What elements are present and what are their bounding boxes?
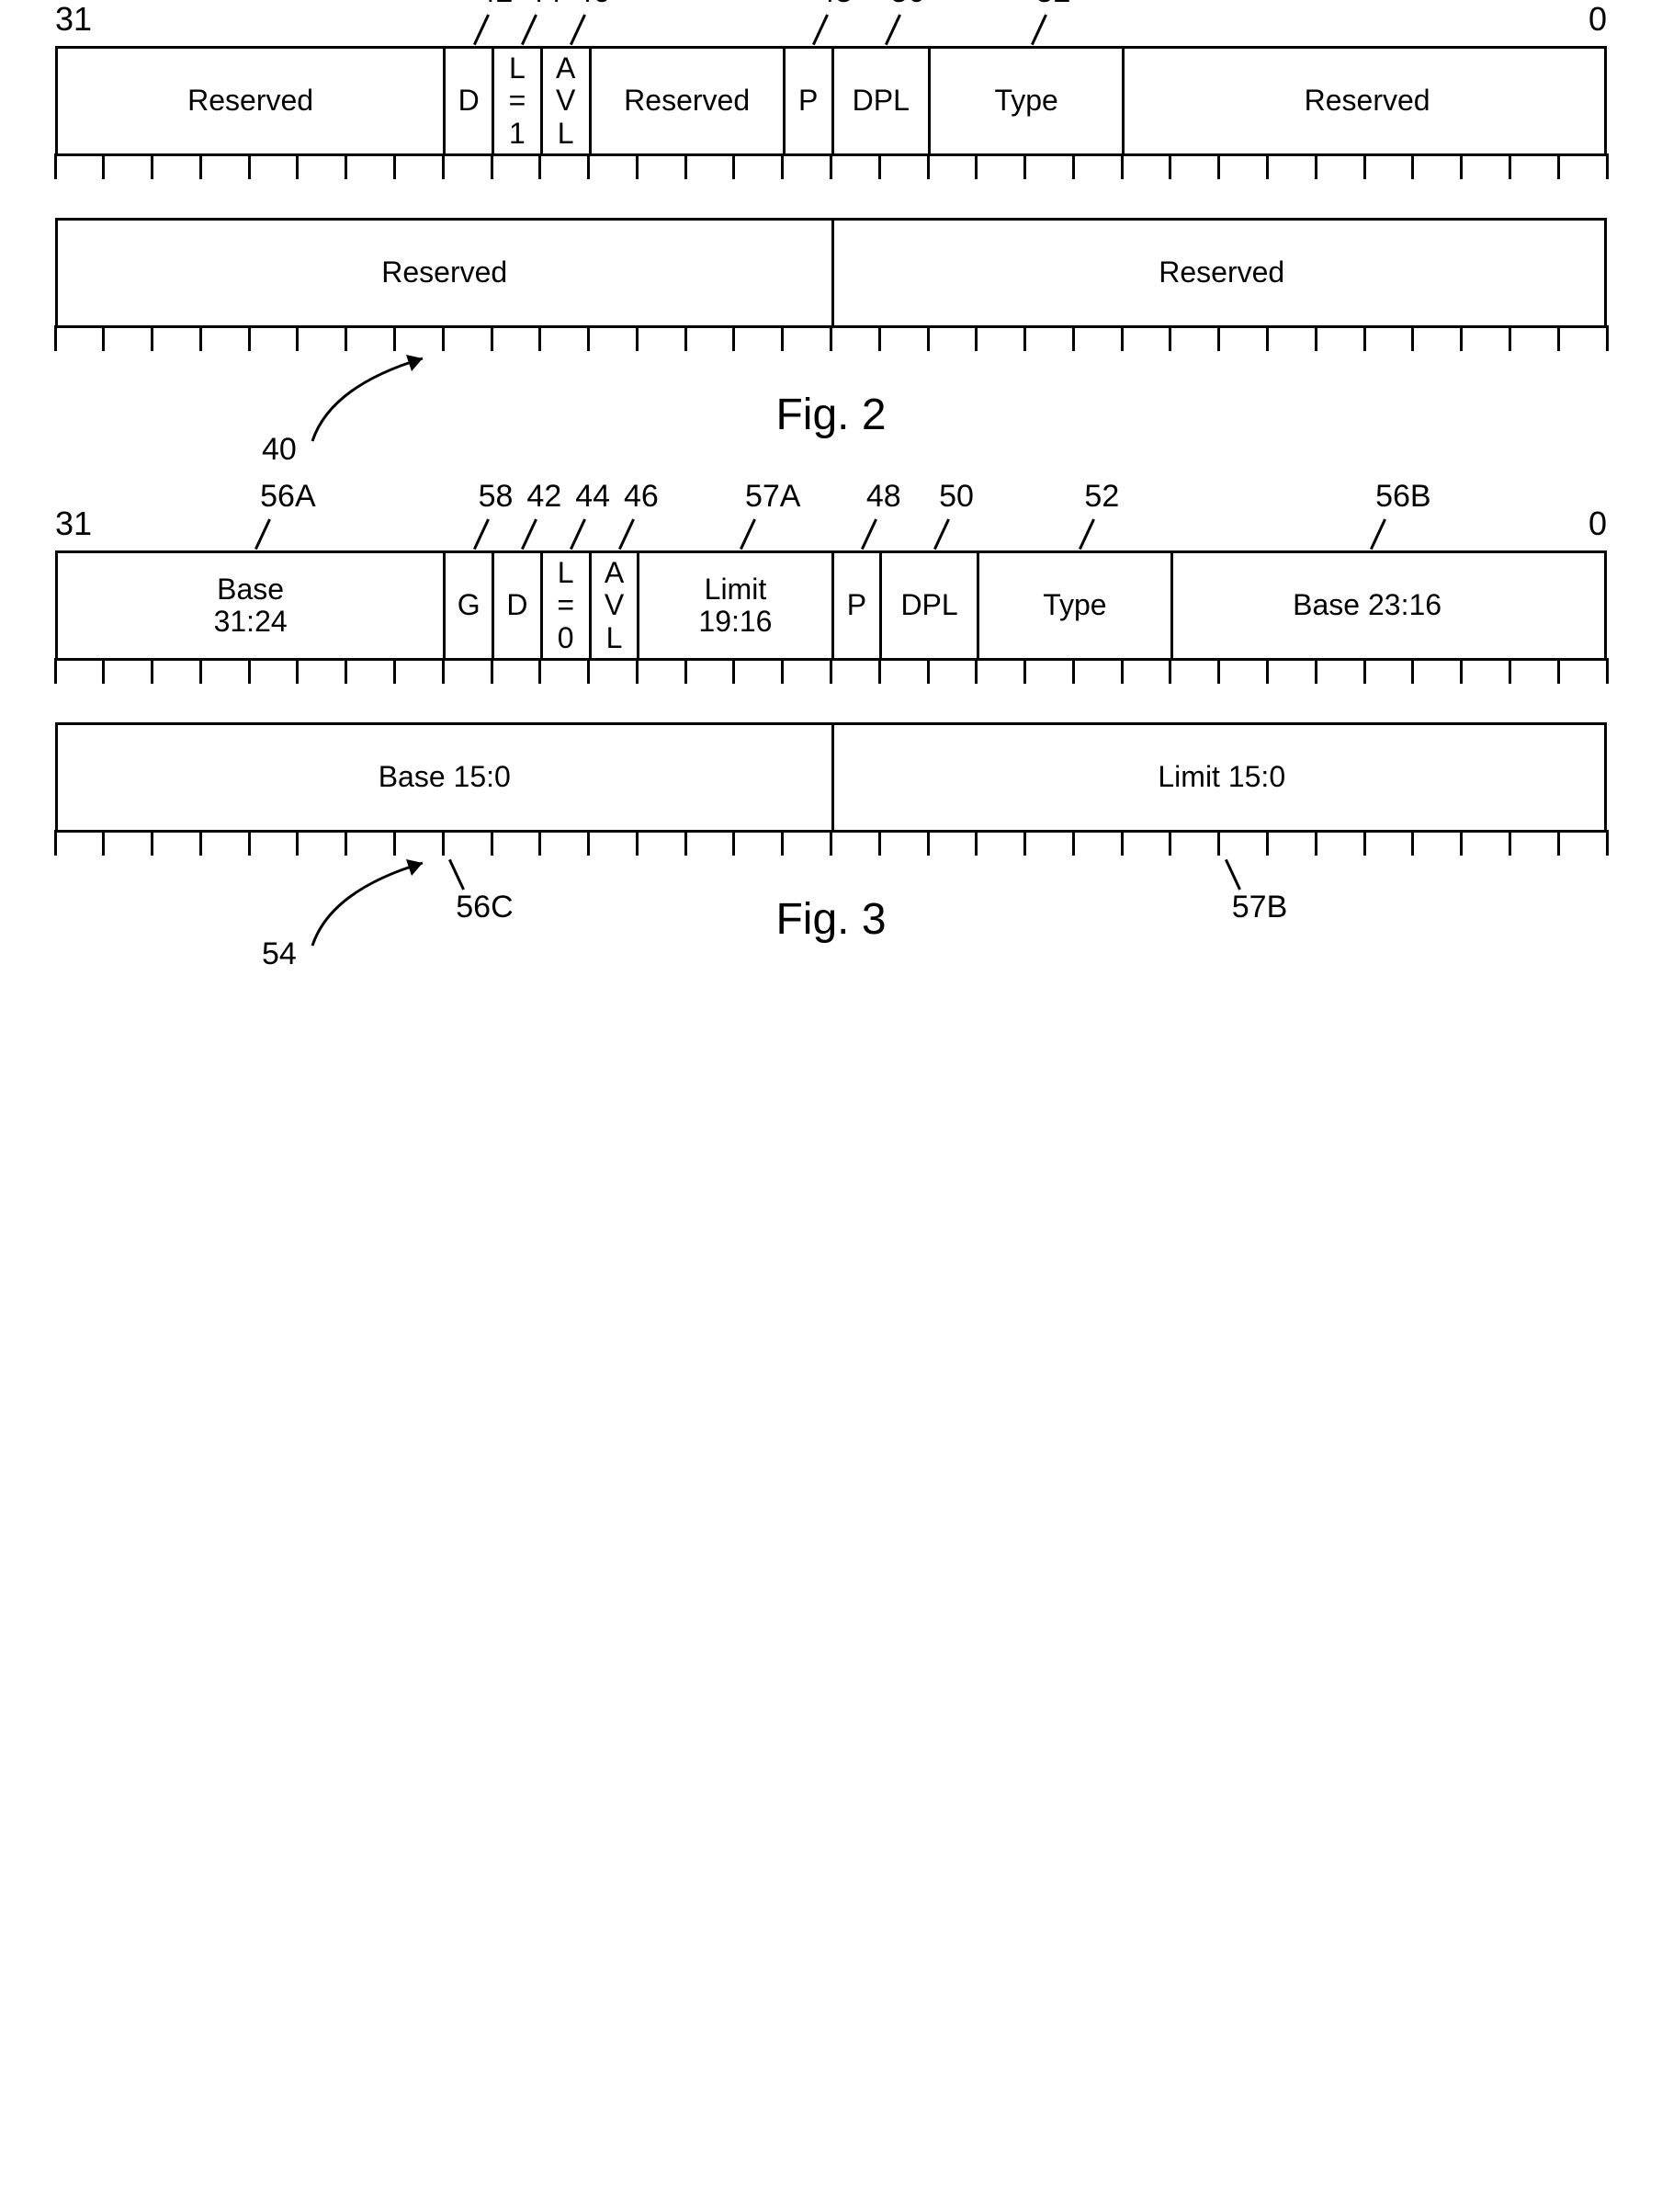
fig3-row2: Base 15:0Limit 15:0 [55, 722, 1607, 833]
field: Limit 19:16 [639, 553, 833, 658]
callout-label: 56B [1375, 479, 1431, 515]
field: D [446, 49, 494, 153]
callout-label: 50 [890, 0, 925, 10]
field: Reserved [1125, 49, 1610, 153]
field: A V L [592, 553, 640, 658]
bit-label-31: 31 [55, 0, 92, 39]
fig2-row1-ticks [55, 153, 1607, 181]
fig2-row2-ticks [55, 325, 1607, 353]
callout-label: 57B [1232, 890, 1288, 925]
field: G [446, 553, 494, 658]
field: Reserved [592, 49, 786, 153]
field: Reserved [834, 221, 1611, 325]
field: Base 23:16 [1173, 553, 1561, 658]
fig2-ref: 40 [262, 432, 297, 468]
field: Limit 15:0 [834, 725, 1611, 830]
field: P [786, 49, 834, 153]
field: P [834, 553, 883, 658]
arrow-icon [294, 349, 459, 459]
field: Reserved [58, 49, 446, 153]
fig2-row2: ReservedReserved [55, 218, 1607, 328]
callout-label: 44 [575, 479, 610, 515]
fig2-row1: ReservedDL = 1A V LReservedPDPLTypeReser… [55, 46, 1607, 156]
field: DPL [882, 553, 979, 658]
bit-label-0: 0 [1589, 0, 1607, 39]
figure-2: 31 0 ReservedDL = 1A V LReservedPDPLType… [55, 46, 1607, 440]
callout-label: 46 [575, 0, 610, 10]
bit-label-31-f3: 31 [55, 505, 92, 543]
field: DPL [834, 49, 932, 153]
field: Base 31:24 [58, 553, 446, 658]
callout-label: 52 [1084, 479, 1119, 515]
callout-label: 42 [479, 0, 514, 10]
callout-label: 48 [818, 0, 853, 10]
fig3-row2-container: Base 15:0Limit 15:0 56C57B [55, 722, 1607, 857]
field: L = 0 [543, 553, 592, 658]
arrow-icon [294, 854, 459, 964]
fig3-row1: Base 31:24GDL = 0A V LLimit 19:16PDPLTyp… [55, 550, 1607, 661]
field: Base 15:0 [58, 725, 834, 830]
fig3-row1-container: Base 31:24GDL = 0A V LLimit 19:16PDPLTyp… [55, 550, 1607, 686]
field: Type [931, 49, 1125, 153]
callout-label: 57A [745, 479, 801, 515]
callout-label: 52 [1036, 0, 1071, 10]
field: L = 1 [494, 49, 543, 153]
figure-3: 31 0 Base 31:24GDL = 0A V LLimit 19:16PD… [55, 550, 1607, 945]
fig2-row2-container: ReservedReserved [55, 218, 1607, 353]
field: A V L [543, 49, 592, 153]
callout-label: 58 [479, 479, 514, 515]
callout-label: 50 [939, 479, 974, 515]
callout-label: 56C [456, 890, 513, 925]
callout-label: 48 [866, 479, 901, 515]
fig3-ref: 54 [262, 936, 297, 972]
bit-label-0-f3: 0 [1589, 505, 1607, 543]
callout-label: 42 [526, 479, 561, 515]
callout-label: 56A [260, 479, 316, 515]
fig3-row2-ticks [55, 830, 1607, 857]
callout-label: 46 [624, 479, 659, 515]
fig3-row1-ticks [55, 658, 1607, 686]
fig2-row1-container: ReservedDL = 1A V LReservedPDPLTypeReser… [55, 46, 1607, 181]
field: Reserved [58, 221, 834, 325]
callout-label: 44 [526, 0, 561, 10]
field: D [494, 553, 543, 658]
field: Type [979, 553, 1173, 658]
